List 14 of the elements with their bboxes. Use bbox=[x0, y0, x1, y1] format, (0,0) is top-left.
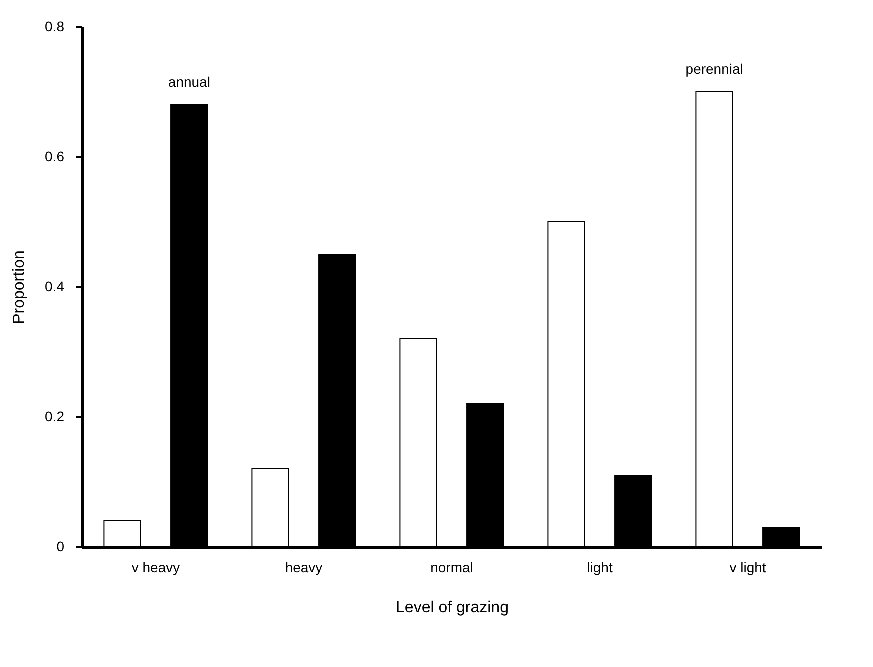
x-tick-label: heavy bbox=[285, 560, 323, 576]
x-tick-label: v light bbox=[730, 560, 766, 576]
series-label: perennial bbox=[686, 61, 744, 77]
x-tick-label: v heavy bbox=[132, 560, 180, 576]
x-axis-title: Level of grazing bbox=[396, 600, 509, 616]
y-axis-title: Proportion bbox=[11, 250, 28, 324]
y-tick-label: 0.8 bbox=[45, 18, 65, 34]
y-tick-label: 0.2 bbox=[45, 408, 65, 424]
y-tick-label: 0.4 bbox=[45, 278, 65, 294]
x-tick-label: normal bbox=[430, 560, 474, 576]
y-tick-label: 0 bbox=[56, 538, 65, 554]
series-label: annual bbox=[168, 74, 210, 90]
x-tick-label: light bbox=[587, 560, 613, 576]
y-tick-label: 0.6 bbox=[45, 148, 65, 164]
